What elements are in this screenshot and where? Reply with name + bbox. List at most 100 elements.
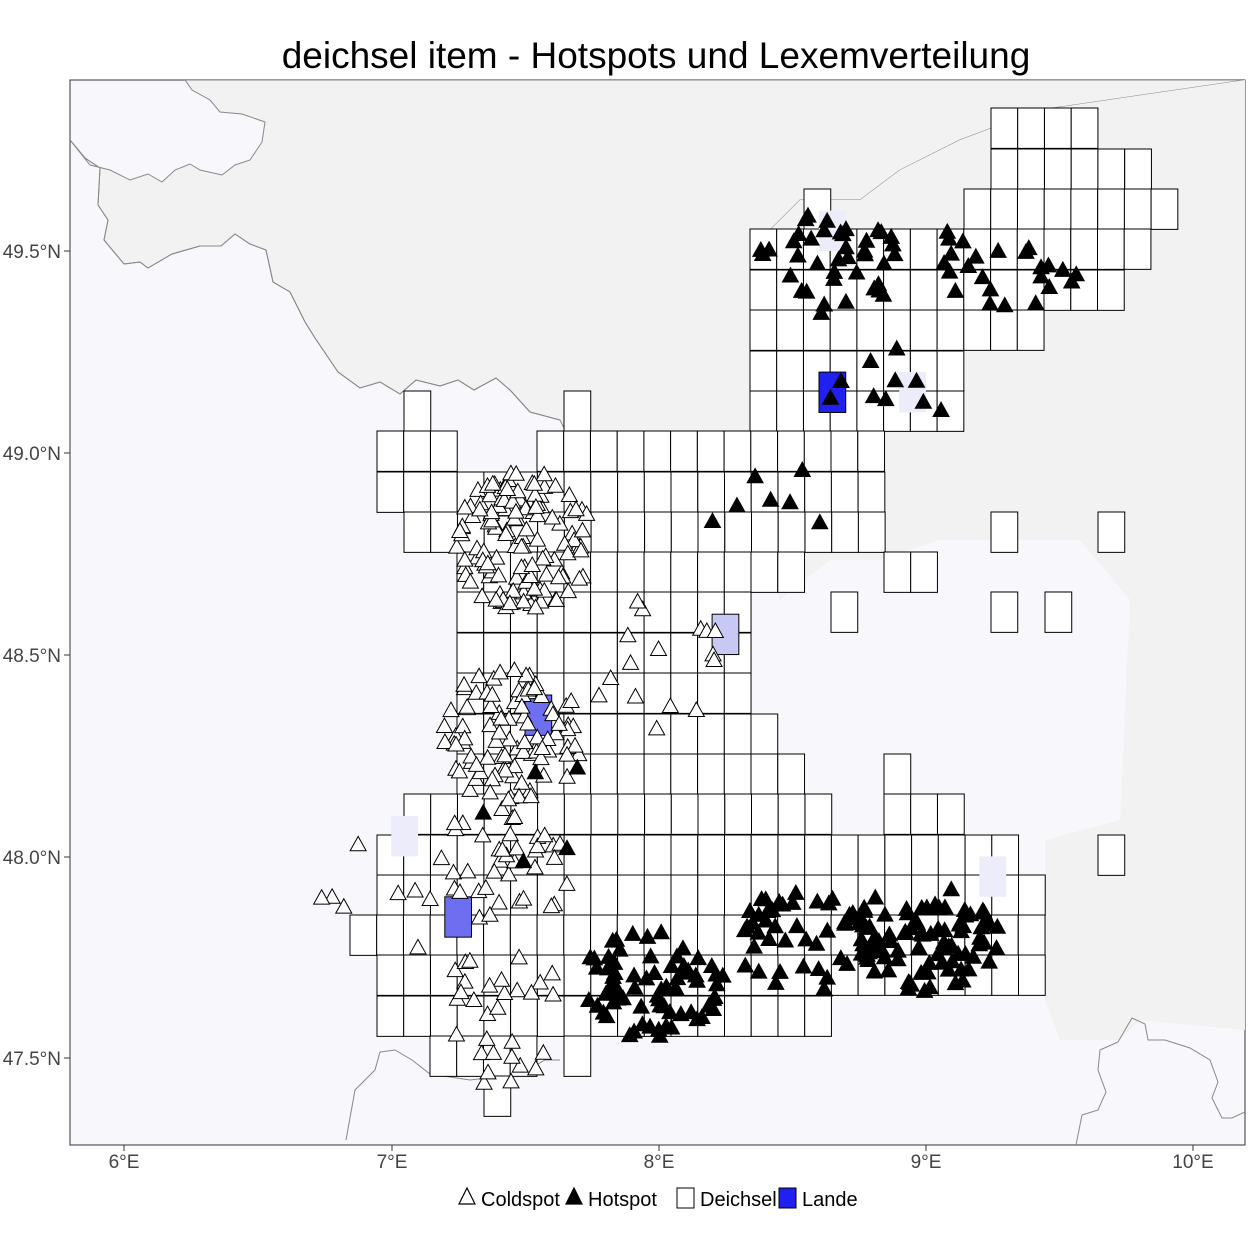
hotspot-marker <box>703 512 722 529</box>
deichsel-cell <box>616 713 645 755</box>
deichsel-cell <box>750 713 779 755</box>
hotspot-marker <box>847 263 866 280</box>
coldspot-marker <box>517 666 535 683</box>
hotspot-marker <box>942 880 961 897</box>
coldspot-marker <box>458 862 477 879</box>
deichsel-cell <box>1018 954 1046 996</box>
hotspot-marker <box>989 241 1007 258</box>
hotspot-marker <box>943 952 962 969</box>
deichsel-cell <box>590 430 618 472</box>
hotspot-marker <box>864 387 883 404</box>
coldspot-marker <box>461 951 479 968</box>
coldspot-marker <box>445 814 464 831</box>
coldspot-marker <box>558 745 576 762</box>
coldspot-marker <box>488 998 507 1015</box>
deichsel-cell <box>883 551 912 593</box>
hotspot-marker <box>837 292 855 309</box>
deichsel-cell <box>644 793 672 835</box>
hotspot-marker <box>875 948 894 965</box>
deichsel-cell <box>830 430 859 472</box>
lande-cell <box>391 816 419 857</box>
hotspot-marker <box>766 973 785 990</box>
hotspot-marker <box>587 958 606 975</box>
coldspot-marker <box>470 500 489 517</box>
coldspot-marker <box>514 592 533 609</box>
hotspot-marker <box>857 918 876 935</box>
deichsel-cell <box>777 551 806 593</box>
hotspot-marker <box>1062 272 1081 289</box>
coldspot-marker <box>505 661 524 677</box>
coldspot-legend-icon <box>458 1186 476 1205</box>
deichsel-cell <box>403 430 431 472</box>
coldspot-marker <box>334 897 353 914</box>
hotspot-marker <box>964 947 983 964</box>
hotspot-marker <box>763 901 782 918</box>
hotspot-marker <box>973 268 992 285</box>
coldspot-marker <box>499 790 518 807</box>
coldspot-marker <box>487 548 506 565</box>
hotspot-marker <box>818 968 837 985</box>
deichsel-cell <box>483 632 511 674</box>
legend-item-coldspot: Coldspot <box>458 1186 560 1211</box>
coldspot-marker <box>522 983 541 1000</box>
hotspot-marker <box>623 924 642 941</box>
deichsel-cell <box>376 471 405 513</box>
coldspot-marker <box>496 746 514 763</box>
coldspot-marker <box>505 808 524 824</box>
hotspot-marker <box>852 930 871 947</box>
coldspot-marker <box>647 719 666 736</box>
hotspot-marker <box>749 962 768 979</box>
hotspot-marker <box>987 939 1006 956</box>
deichsel-cell <box>1070 228 1099 270</box>
hotspot-marker <box>580 991 598 1007</box>
deichsel-cell <box>776 309 804 351</box>
deichsel-cell <box>911 834 939 876</box>
deichsel-cell <box>777 834 806 876</box>
hotspot-marker <box>812 303 831 320</box>
hotspot-marker <box>625 978 644 995</box>
coldspot-marker <box>498 480 517 496</box>
deichsel-cell <box>724 793 753 835</box>
coldspot-marker <box>543 964 562 981</box>
coldspot-marker <box>323 887 341 904</box>
hotspot-marker <box>599 947 618 964</box>
deichsel-cell <box>749 350 778 392</box>
coldspot-marker <box>513 697 531 714</box>
hotspot-marker <box>887 339 906 356</box>
deichsel-cell <box>456 632 485 674</box>
hotspot-marker <box>558 839 576 856</box>
coldspot-marker <box>409 938 427 955</box>
deichsel-cell <box>590 591 618 633</box>
deichsel-cell <box>563 874 592 916</box>
deichsel-cell <box>590 511 619 553</box>
hotspot-marker <box>909 938 928 955</box>
deichsel-cell <box>590 874 619 916</box>
coldspot-marker <box>573 521 592 538</box>
deichsel-cell <box>724 511 753 553</box>
deichsel-cell <box>670 471 699 513</box>
hotspot-marker <box>1039 256 1058 273</box>
hotspot-marker <box>980 952 999 969</box>
coldspot-marker <box>521 567 540 584</box>
deichsel-cell <box>963 309 992 351</box>
coldspot-marker <box>510 948 528 965</box>
deichsel-cell <box>349 914 378 956</box>
deichsel-cell <box>670 591 699 633</box>
x-tick-label: 9°E <box>911 1152 942 1173</box>
coldspot-marker <box>537 565 556 582</box>
coldspot-marker <box>490 723 509 740</box>
coldspot-marker <box>550 714 568 731</box>
hotspot-marker <box>912 963 930 980</box>
coldspot-marker <box>456 550 474 567</box>
deichsel-cell <box>1017 107 1045 149</box>
deichsel-cell <box>1124 148 1152 190</box>
coldspot-marker <box>507 502 525 519</box>
deichsel-cell <box>697 793 726 835</box>
deichsel-cell <box>563 390 592 432</box>
deichsel-cell <box>856 309 885 351</box>
coldspot-marker <box>535 826 554 843</box>
hotspot-marker <box>474 803 493 820</box>
coldspot-marker <box>531 973 550 990</box>
hotspot-marker <box>866 888 885 905</box>
axes: 6°E 7°E 8°E 9°E 10°E 49.5°N 49.0°N 48.5°… <box>3 242 1214 1173</box>
